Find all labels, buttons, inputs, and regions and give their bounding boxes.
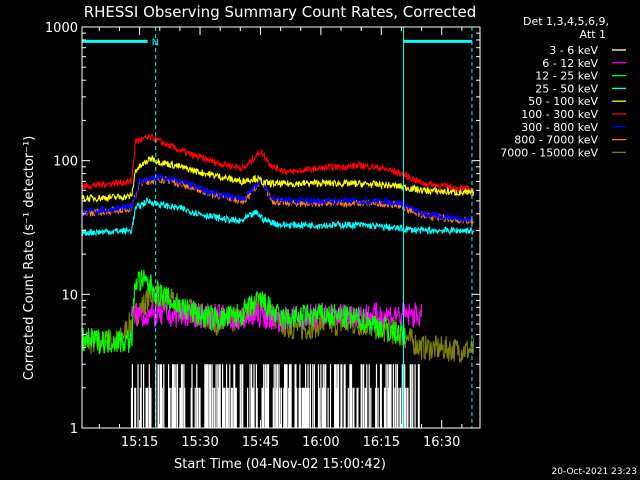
series-line-100-300keV	[82, 133, 475, 194]
legend-label: 7000 - 15000 keV	[500, 146, 598, 159]
x-tick-label: 15:45	[242, 435, 279, 450]
legend-label: 3 - 6 keV	[549, 44, 598, 57]
x-axis-label: Start Time (04-Nov-02 15:00:42)	[174, 457, 386, 472]
y-tick-label: 10	[61, 288, 78, 303]
legend-label: 50 - 100 keV	[528, 95, 598, 108]
series-line-12-25keV	[82, 269, 406, 355]
y-tick-label: 100	[53, 155, 78, 170]
plot-marks	[82, 27, 475, 428]
x-tick-label: 15:15	[121, 435, 158, 450]
legend-label: 100 - 300 keV	[521, 108, 598, 121]
legend-header-line1: Det 1,3,4,5,6,9,	[523, 15, 609, 28]
x-tick-label: 16:00	[302, 435, 339, 450]
series-line-3-6keV	[130, 364, 420, 428]
legend-header-line2: Att 1	[580, 28, 606, 41]
x-tick-label: 16:15	[363, 435, 400, 450]
series-line-25-50keV	[82, 197, 475, 237]
legend-label: 300 - 800 keV	[521, 121, 598, 134]
legend-label: 25 - 50 keV	[535, 82, 598, 95]
x-tick-label: 15:30	[181, 435, 218, 450]
y-tick-label: 1000	[45, 21, 78, 36]
footer-date: 20-Oct-2021 23:23	[552, 467, 637, 477]
series-line-50-100keV	[82, 155, 475, 203]
legend-label: 12 - 25 keV	[535, 70, 598, 83]
y-axis-label: Corrected Count Rate (s⁻¹ detector⁻¹)	[22, 136, 37, 381]
series-line-300-800keV	[82, 173, 474, 224]
x-tick-label: 16:30	[423, 435, 460, 450]
legend-label: 6 - 12 keV	[542, 57, 598, 70]
flag-label: N	[152, 37, 159, 48]
y-tick-label: 1	[70, 422, 78, 437]
chart-title: RHESSI Observing Summary Count Rates, Co…	[84, 3, 477, 21]
axes: N 1 10 100 1000 15:15 15:30 15:45 16:00 16:15 16:3…	[45, 21, 481, 450]
series-line-800-7000keV	[82, 175, 474, 225]
legend-label: 800 - 7000 keV	[514, 134, 598, 147]
